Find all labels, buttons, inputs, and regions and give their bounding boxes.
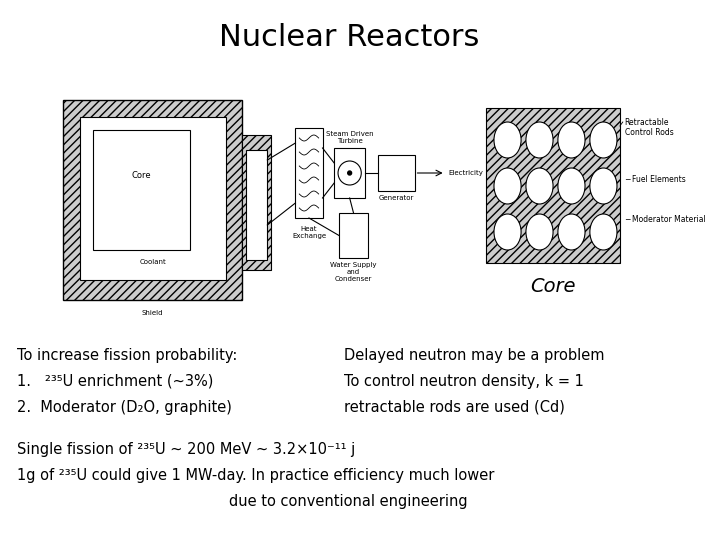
Text: Coolant: Coolant (140, 259, 166, 265)
Text: ─ Moderator Material: ─ Moderator Material (625, 215, 706, 225)
Ellipse shape (494, 122, 521, 158)
Text: Shield: Shield (142, 310, 163, 316)
Ellipse shape (590, 214, 617, 250)
Bar (334, 148, 365, 198)
Text: To control neutron density, k = 1: To control neutron density, k = 1 (344, 374, 584, 389)
Bar (295, 128, 323, 218)
Text: Electricity: Electricity (449, 170, 483, 176)
Ellipse shape (558, 214, 585, 250)
Text: To increase fission probability:: To increase fission probability: (17, 348, 238, 363)
Text: 2.  Moderator (D₂O, graphite): 2. Moderator (D₂O, graphite) (17, 400, 233, 415)
Text: Single fission of ²³⁵U ~ 200 MeV ~ 3.2×10⁻¹¹ j: Single fission of ²³⁵U ~ 200 MeV ~ 3.2×1… (17, 442, 356, 457)
Text: due to conventional engineering: due to conventional engineering (230, 494, 468, 509)
Bar (339, 213, 368, 258)
Text: 1.   ²³⁵U enrichment (~3%): 1. ²³⁵U enrichment (~3%) (17, 374, 214, 389)
Bar (63, 100, 242, 300)
Text: Delayed neutron may be a problem: Delayed neutron may be a problem (344, 348, 604, 363)
Text: Steam Driven
Turbine: Steam Driven Turbine (326, 131, 374, 144)
Text: Core: Core (531, 277, 576, 296)
Ellipse shape (494, 168, 521, 204)
Bar (246, 150, 267, 260)
Ellipse shape (558, 122, 585, 158)
Bar (378, 155, 415, 191)
Ellipse shape (590, 168, 617, 204)
Text: Core: Core (132, 171, 151, 180)
Text: ─ Fuel Elements: ─ Fuel Elements (625, 176, 685, 185)
Text: retractable rods are used (Cd): retractable rods are used (Cd) (344, 400, 564, 415)
Text: 1g of ²³⁵U could give 1 MW-day. In practice efficiency much lower: 1g of ²³⁵U could give 1 MW-day. In pract… (17, 468, 495, 483)
Bar (93, 130, 190, 250)
Bar (242, 135, 271, 270)
Ellipse shape (526, 122, 553, 158)
Text: Water Supply
and
Condenser: Water Supply and Condenser (330, 262, 377, 282)
Ellipse shape (526, 168, 553, 204)
Text: Heat
Exchange: Heat Exchange (292, 226, 326, 239)
Ellipse shape (558, 168, 585, 204)
Ellipse shape (526, 214, 553, 250)
Bar (486, 108, 620, 263)
Circle shape (348, 171, 351, 175)
Ellipse shape (494, 214, 521, 250)
Ellipse shape (590, 122, 617, 158)
Bar (81, 117, 225, 280)
Text: Generator: Generator (379, 195, 414, 201)
Text: Retractable
Control Rods: Retractable Control Rods (625, 118, 673, 137)
Text: Nuclear Reactors: Nuclear Reactors (218, 24, 479, 52)
